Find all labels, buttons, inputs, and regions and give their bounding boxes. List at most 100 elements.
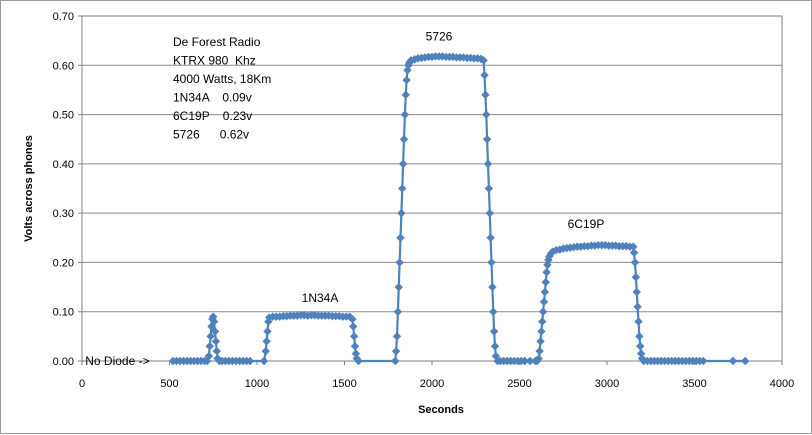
data-point-marker xyxy=(210,327,220,336)
data-point-marker xyxy=(699,356,708,366)
data-point-marker xyxy=(486,233,495,242)
x-tick-label: 4000 xyxy=(770,378,794,390)
info-line: 6C19P 0.23v xyxy=(173,109,252,123)
info-line: 5726 0.62v xyxy=(173,128,249,142)
data-point-marker xyxy=(489,327,499,336)
data-point-marker xyxy=(402,75,411,85)
data-point-marker xyxy=(534,354,543,363)
y-tick-label: 0.10 xyxy=(53,307,74,319)
y-tick-label: 0.30 xyxy=(53,208,74,220)
data-point-marker xyxy=(207,322,216,331)
info-line: KTRX 980 Khz xyxy=(173,54,256,68)
data-point-marker xyxy=(398,184,407,193)
data-point-marker xyxy=(392,332,402,341)
data-point-marker xyxy=(206,332,215,341)
x-tick-label: 0 xyxy=(79,378,85,390)
y-axis-ticks: 0.00 0.10 0.20 0.30 0.40 0.50 0.60 0.70 xyxy=(53,11,82,368)
y-tick-label: 0.50 xyxy=(53,110,74,122)
data-point-marker xyxy=(480,70,489,80)
data-point-marker xyxy=(542,268,551,277)
data-point-marker xyxy=(634,317,643,326)
x-tick-label: 1500 xyxy=(332,378,356,390)
data-point-marker xyxy=(202,356,212,366)
data-point-marker xyxy=(213,354,222,363)
x-tick-label: 500 xyxy=(160,378,178,390)
data-point-marker xyxy=(535,346,544,356)
annotation-label: 6C19P xyxy=(568,217,605,231)
data-point-marker xyxy=(205,342,214,351)
x-axis-label: Seconds xyxy=(418,404,464,416)
data-point-marker xyxy=(538,307,548,316)
data-point-marker xyxy=(349,322,358,331)
series-line xyxy=(173,55,746,363)
data-point-marker xyxy=(394,282,403,292)
data-point-marker xyxy=(400,110,410,119)
data-point-marker xyxy=(209,317,219,326)
data-point-marker xyxy=(393,307,403,316)
data-point-marker xyxy=(525,356,535,366)
annotations: No Diode -> 1N34A 5726 6C19P xyxy=(85,30,604,368)
data-point-marker xyxy=(259,356,269,366)
data-point-marker xyxy=(401,90,410,100)
data-point-marker xyxy=(395,258,404,267)
data-point-marker xyxy=(403,66,412,75)
data-point-marker xyxy=(636,342,645,351)
data-point-marker xyxy=(632,287,641,297)
data-point-marker xyxy=(209,312,218,321)
y-tick-label: 0.60 xyxy=(53,60,74,72)
data-point-marker xyxy=(630,258,640,267)
data-point-marker xyxy=(635,332,644,341)
data-point-marker xyxy=(485,208,494,218)
annotation-label: 1N34A xyxy=(302,291,339,305)
data-point-marker xyxy=(633,302,642,311)
y-tick-label: 0.20 xyxy=(53,257,74,269)
data-point-marker xyxy=(350,342,360,351)
y-tick-label: 0.00 xyxy=(53,356,74,368)
y-tick-label: 0.40 xyxy=(53,159,74,171)
series-markers xyxy=(168,52,750,366)
data-point-marker xyxy=(537,327,546,336)
data-point-marker xyxy=(536,337,545,346)
data-point-marker xyxy=(397,208,406,218)
gridlines xyxy=(82,15,782,362)
data-point-marker xyxy=(391,346,401,356)
x-tick-label: 3500 xyxy=(682,378,706,390)
data-point-marker xyxy=(483,159,493,169)
data-point-marker xyxy=(405,58,414,68)
data-point-marker xyxy=(481,90,490,100)
data-point-marker xyxy=(262,337,271,346)
data-point-marker xyxy=(479,56,488,65)
y-tick-label: 0.70 xyxy=(53,11,74,23)
x-tick-label: 2000 xyxy=(420,378,444,390)
data-point-marker xyxy=(541,277,550,287)
info-textbox: De Forest Radio KTRX 980 Khz 4000 Watts, 1… xyxy=(173,35,271,142)
annotation-label: No Diode -> xyxy=(85,354,149,368)
data-point-marker xyxy=(482,135,492,144)
data-point-marker xyxy=(396,233,405,242)
data-point-marker xyxy=(398,159,408,169)
data-point-marker xyxy=(211,337,221,346)
data-point-marker xyxy=(538,317,547,326)
info-line: 1N34A 0.09v xyxy=(173,91,252,105)
data-point-marker xyxy=(245,356,255,366)
data-point-marker xyxy=(487,258,496,267)
data-point-marker xyxy=(629,248,639,257)
data-point-marker xyxy=(488,282,497,292)
info-line: De Forest Radio xyxy=(173,35,261,49)
data-point-marker xyxy=(484,184,494,193)
data-point-marker xyxy=(349,332,359,341)
data-point-marker xyxy=(741,356,750,366)
data-point-marker xyxy=(204,351,214,361)
data-point-marker xyxy=(399,135,409,144)
data-point-marker xyxy=(406,56,416,65)
x-tick-label: 1000 xyxy=(245,378,269,390)
data-point-marker xyxy=(539,297,549,307)
data-point-marker xyxy=(261,346,270,356)
annotation-label: 5726 xyxy=(426,30,453,44)
data-point-marker xyxy=(489,307,498,316)
info-line: 4000 Watts, 18Km xyxy=(173,72,271,86)
plot-area-border xyxy=(81,15,783,362)
y-axis-label: Volts across phones xyxy=(23,135,35,242)
